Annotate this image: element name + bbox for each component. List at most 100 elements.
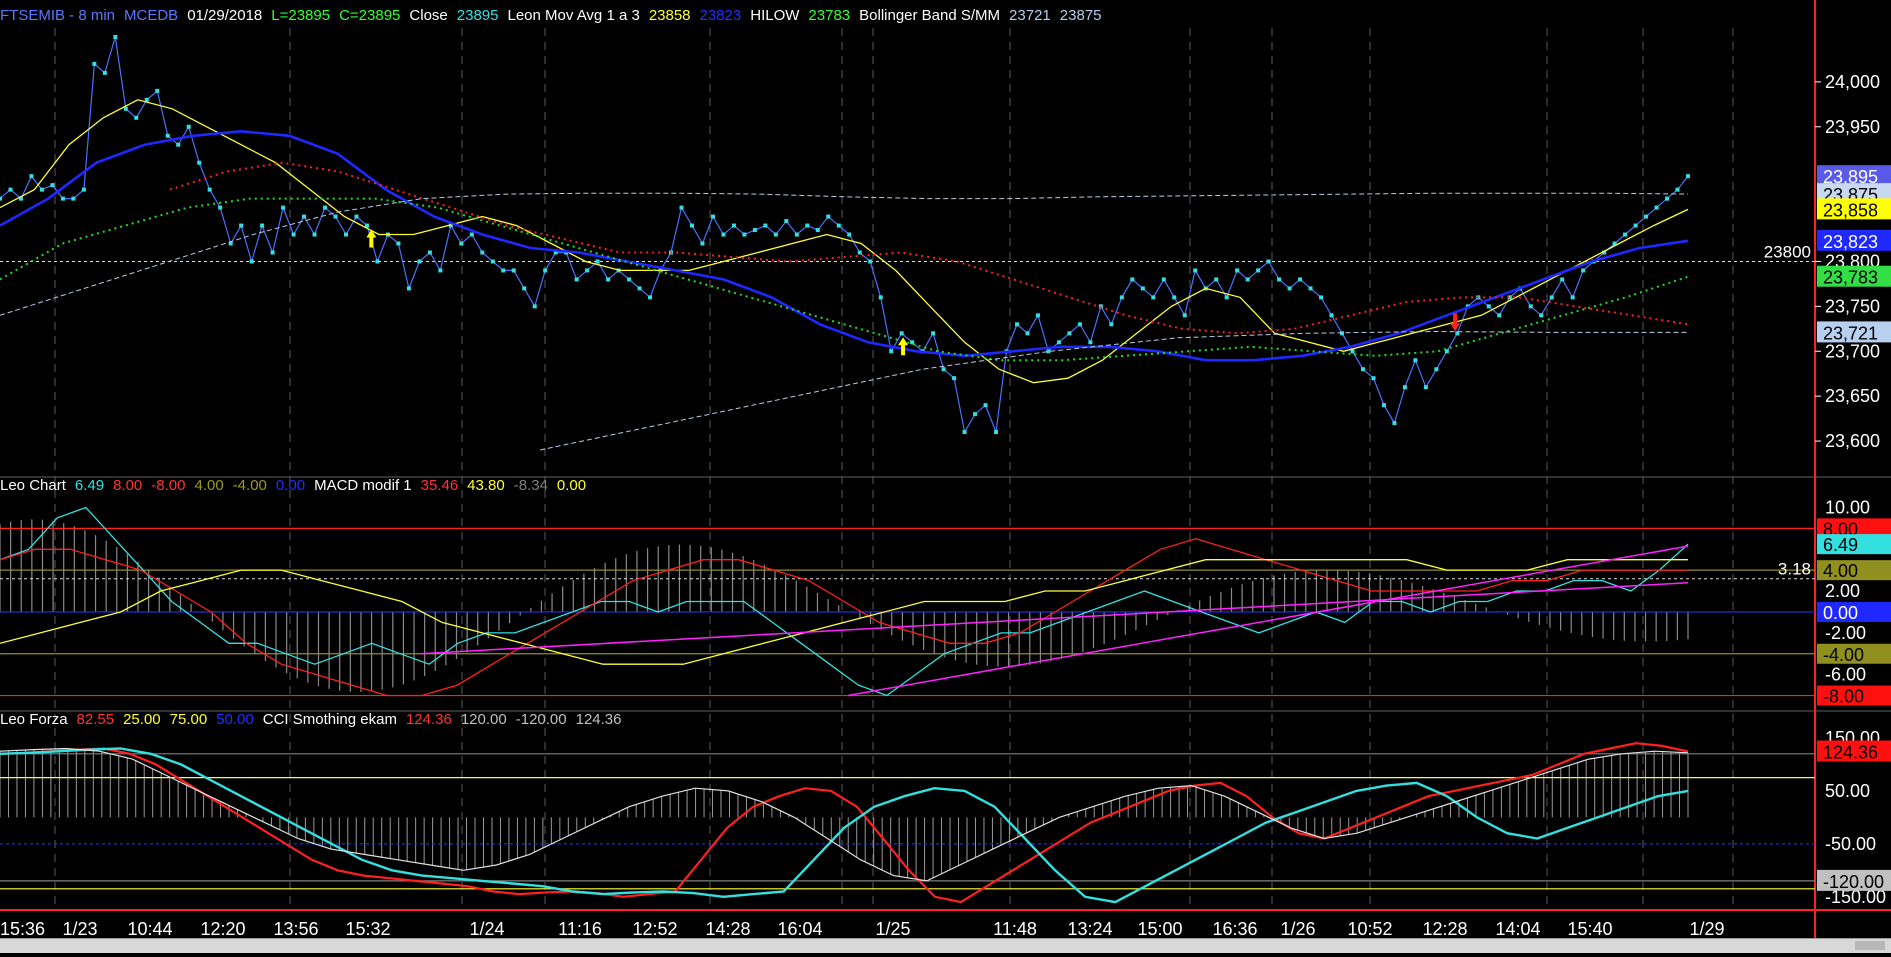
price-header-item: 01/29/2018 <box>187 7 263 24</box>
close-point <box>1350 349 1355 354</box>
price-header-item: 23875 <box>1059 7 1102 24</box>
cci-header-item: 75.00 <box>169 711 208 728</box>
cci-header-item: 82.55 <box>76 711 115 728</box>
close-point <box>648 295 653 300</box>
close-point <box>1046 349 1051 354</box>
macd-tick-label: 2.00 <box>1825 581 1860 601</box>
cci-badge <box>1817 740 1891 762</box>
close-point <box>1392 421 1397 426</box>
macd-badge-label: 0.00 <box>1823 603 1858 623</box>
leo-forza-line <box>0 747 1689 904</box>
macd-header-item: Leo Chart <box>0 477 66 494</box>
cci-tick-label: 50.00 <box>1825 781 1870 801</box>
price-tick-label: 23,700 <box>1825 341 1880 361</box>
time-axis-label: 11:48 <box>993 919 1037 939</box>
macd-tick-label: -6.00 <box>1825 665 1866 685</box>
close-point <box>1686 174 1690 179</box>
cci-smoothing-line <box>0 742 1689 904</box>
close-point <box>1193 268 1198 273</box>
cci-badge-label: 124.36 <box>1823 743 1878 763</box>
close-point <box>333 214 338 219</box>
close-point <box>228 241 233 246</box>
horizontal-scrollbar[interactable] <box>0 938 1891 953</box>
price-header-item: FTSEMIB - 8 min <box>0 7 116 24</box>
close-point <box>39 187 44 192</box>
close-point <box>1402 385 1407 390</box>
close-point <box>553 250 558 255</box>
close-point <box>1423 385 1428 390</box>
close-point <box>459 241 464 246</box>
macd-header-item: MACD modif 1 <box>314 477 412 494</box>
scrollbar-thumb[interactable] <box>1855 941 1885 950</box>
close-point <box>1633 223 1638 228</box>
macd-reference-label: 3.18 <box>1778 560 1811 579</box>
close-point <box>1182 313 1187 318</box>
close-point <box>60 196 65 201</box>
close-point <box>1623 232 1628 237</box>
close-point <box>700 241 705 246</box>
price-tick-label: 23,950 <box>1825 117 1880 137</box>
leo-chart-line <box>0 506 1689 697</box>
price-header-item: Leon Mov Avg 1 a 3 <box>507 7 640 24</box>
close-point <box>1298 277 1303 282</box>
close-point <box>899 331 904 336</box>
macd-badge <box>1817 685 1891 706</box>
close-point <box>522 286 527 291</box>
close-point <box>1602 250 1607 255</box>
macd-header-item: 35.46 <box>420 477 459 494</box>
cci-panel-header: Leo Forza 82.55 25.00 75.00 50.00 CCI Smothin… <box>0 711 631 728</box>
macd-panel-header: Leo Chart 6.49 8.00 -8.00 4.00 -4.00 0.00 MACD … <box>0 477 595 494</box>
close-point <box>1256 268 1261 273</box>
hilow-line <box>0 197 1689 362</box>
time-axis-label: 15:40 <box>1567 919 1612 939</box>
close-point <box>155 88 160 93</box>
price-badge <box>1817 229 1891 251</box>
price-badge <box>1817 321 1891 343</box>
close-point <box>1161 277 1166 282</box>
close-point <box>1434 367 1439 372</box>
macd-header-item: 4.00 <box>194 477 224 494</box>
hilow-line <box>169 161 1689 335</box>
macd-tick-label: 10.00 <box>1825 497 1870 517</box>
macd-header-item: -4.00 <box>232 477 267 494</box>
close-point <box>1172 295 1177 300</box>
price-tick-label: 23,650 <box>1825 386 1880 406</box>
close-point <box>836 223 841 228</box>
leon-mov-avg-fast-line <box>0 99 1689 384</box>
up-arrow-icon <box>898 337 909 356</box>
macd-header-item: -8.34 <box>513 477 548 494</box>
close-point <box>1560 277 1565 282</box>
close-point <box>1077 322 1082 327</box>
close-point <box>752 228 757 233</box>
price-badge-label: 23,783 <box>1823 268 1878 288</box>
close-point <box>343 232 348 237</box>
close-point <box>123 106 128 111</box>
close-point <box>1381 403 1386 408</box>
macd-badge-label: -4.00 <box>1823 645 1864 665</box>
close-point <box>1340 331 1345 336</box>
price-badge <box>1817 198 1891 220</box>
macd-badge <box>1817 534 1891 555</box>
close-point <box>323 205 328 210</box>
close-point <box>417 259 422 264</box>
close-point <box>784 219 789 224</box>
close-point <box>396 241 401 246</box>
time-axis-label: 15:00 <box>1137 919 1182 939</box>
macd-header-item: 6.49 <box>74 477 105 494</box>
close-point <box>1413 358 1418 363</box>
close-point <box>1109 322 1114 327</box>
close-point <box>1581 268 1586 273</box>
close-point <box>1329 313 1334 318</box>
cci-header-item: CCI Smothing ekam <box>262 711 397 728</box>
price-badge <box>1817 165 1891 187</box>
close-point <box>1675 187 1680 192</box>
close-point <box>29 174 34 179</box>
cci-tick-label: -150.00 <box>1825 887 1886 907</box>
close-point <box>1235 268 1240 273</box>
close-point <box>1360 367 1365 372</box>
close-point <box>186 124 191 129</box>
close-point <box>364 223 369 228</box>
price-badge <box>1817 265 1891 287</box>
close-point <box>197 160 202 165</box>
